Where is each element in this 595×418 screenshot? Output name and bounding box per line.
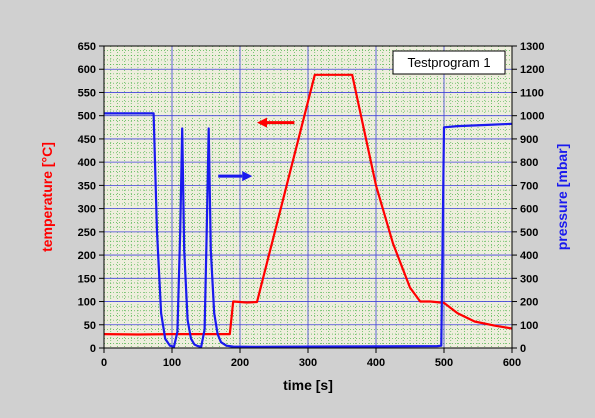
legend-label: Testprogram 1	[407, 55, 490, 70]
y-left-tick-label: 0	[90, 343, 96, 355]
y-right-tick-label: 1300	[520, 41, 544, 53]
y-left-tick-label: 250	[78, 227, 96, 239]
y-left-tick-label: 500	[78, 111, 96, 123]
x-tick-label: 0	[101, 357, 107, 369]
y-left-tick-label: 400	[78, 157, 96, 169]
tick-labels: 0 100 200 300 400 500 600 0 50 100 150 200 250 300 350…	[78, 41, 545, 369]
y-left-tick-label: 600	[78, 64, 96, 76]
x-tick-label: 100	[163, 357, 181, 369]
y-right-tick-label: 0	[520, 343, 526, 355]
y-right-tick-label: 200	[520, 297, 538, 309]
x-tick-label: 300	[299, 357, 317, 369]
x-tick-label: 200	[231, 357, 249, 369]
annotations	[218, 117, 295, 182]
y-right-tick-label: 100	[520, 320, 538, 332]
y-right-tick-label: 1200	[520, 64, 544, 76]
x-tick-label: 400	[367, 357, 385, 369]
y-left-tick-label: 350	[78, 180, 96, 192]
series-layer	[104, 73, 512, 348]
y-left-tick-label: 150	[78, 273, 96, 285]
y-left-tick-label: 100	[78, 297, 96, 309]
pressure-line	[104, 112, 512, 348]
y-right-tick-label: 600	[520, 204, 538, 216]
legend-box: Testprogram 1	[392, 50, 506, 75]
y-right-tick-label: 700	[520, 180, 538, 192]
y-axis-label-right: pressure [mbar]	[554, 144, 570, 251]
y-left-tick-label: 550	[78, 87, 96, 99]
x-tick-label: 500	[435, 357, 453, 369]
y-right-tick-label: 800	[520, 157, 538, 169]
y-right-tick-label: 1100	[520, 87, 544, 99]
y-axis-label-left: temperature [°C]	[39, 142, 55, 252]
y-right-tick-label: 400	[520, 250, 538, 262]
x-axis-label: time [s]	[283, 377, 333, 393]
temperature-axis-arrow	[257, 117, 295, 128]
y-left-tick-label: 650	[78, 41, 96, 53]
y-left-tick-label: 50	[84, 320, 96, 332]
y-right-tick-label: 1000	[520, 111, 544, 123]
y-left-tick-label: 200	[78, 250, 96, 262]
arrow-head	[257, 117, 267, 128]
y-left-tick-label: 450	[78, 134, 96, 146]
pressure-axis-arrow	[218, 171, 253, 182]
y-left-tick-label: 300	[78, 204, 96, 216]
y-right-tick-label: 900	[520, 134, 538, 146]
y-right-tick-label: 500	[520, 227, 538, 239]
arrow-head	[242, 171, 253, 182]
axis-ticks	[99, 45, 517, 353]
temperature-line	[104, 73, 512, 336]
x-tick-label: 600	[503, 357, 521, 369]
y-right-tick-label: 300	[520, 273, 538, 285]
